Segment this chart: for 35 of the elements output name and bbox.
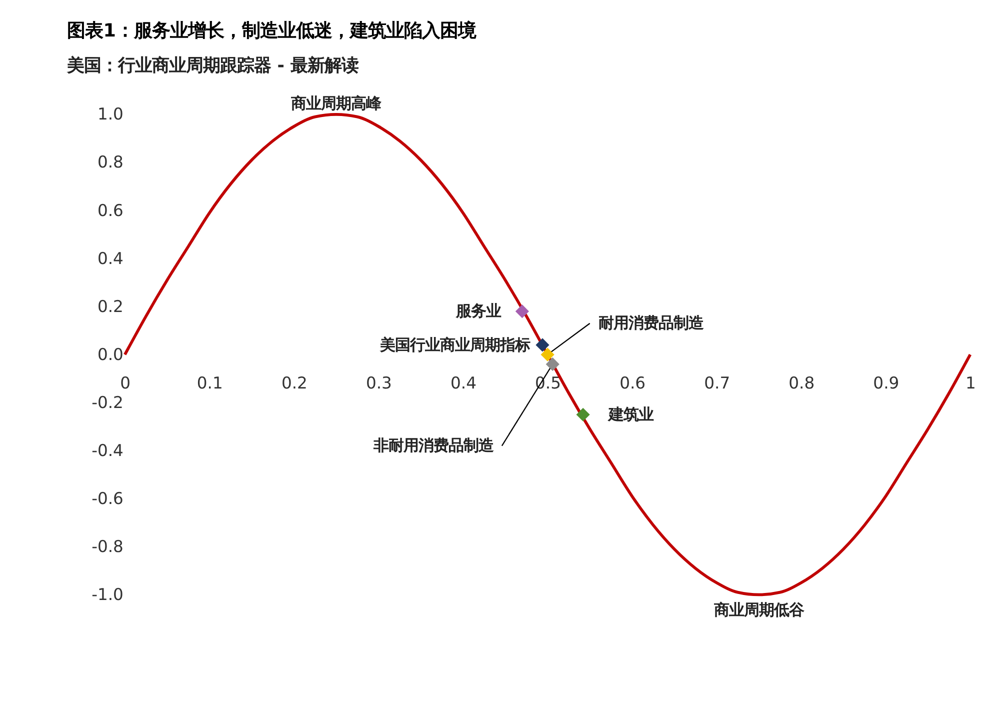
y-tick-label: 0.6 — [97, 200, 124, 220]
x-tick-label: 0 — [120, 374, 131, 393]
series-label: 服务业 — [455, 302, 502, 320]
x-tick-label: 0.3 — [366, 374, 392, 393]
text: 非耐用消费品制造 — [372, 436, 494, 455]
x-tick-label: 0.9 — [873, 374, 900, 393]
y-tick-label: 0.4 — [97, 248, 124, 268]
y-tick-label: -0.2 — [92, 392, 124, 412]
y-tick-label: -0.6 — [92, 488, 124, 508]
y-tick-label: 0.0 — [97, 344, 124, 364]
point — [576, 408, 590, 422]
annotation: 商业周期高峰 — [290, 94, 382, 113]
y-tick-label: -0.8 — [92, 536, 124, 556]
x-tick-label: 0.6 — [620, 374, 646, 393]
y-tick-label: -0.4 — [92, 440, 124, 460]
y-tick-label: -1.0 — [92, 585, 124, 604]
chart-subtitle: 美国：行业商业周期跟踪器 - 最新解读 — [66, 55, 358, 76]
x-tick-label: 0.4 — [450, 374, 476, 393]
point — [536, 338, 550, 352]
x-tick-label: 0.8 — [788, 374, 815, 393]
y-tick-label: 1.0 — [97, 104, 124, 124]
chart-title: 图表1：服务业增长，制造业低迷，建筑业陷入困境 — [67, 20, 477, 42]
annotation: 商业周期低谷 — [712, 600, 805, 619]
x-tick-label: 0.7 — [704, 374, 730, 393]
y-tick-label: 0.2 — [97, 296, 124, 316]
x-tick-label: 1 — [966, 374, 976, 393]
point — [540, 348, 554, 362]
y-tick-label: 0.8 — [97, 152, 124, 172]
text: 耐用消费品制造 — [598, 314, 704, 332]
point — [546, 357, 560, 371]
x-tick-label: 0.1 — [196, 374, 223, 393]
series-label: 建筑业 — [607, 405, 654, 424]
series-label: 美国行业商业周期指标 — [378, 336, 530, 354]
x-tick-label: 0.2 — [281, 374, 308, 393]
point — [515, 304, 529, 318]
